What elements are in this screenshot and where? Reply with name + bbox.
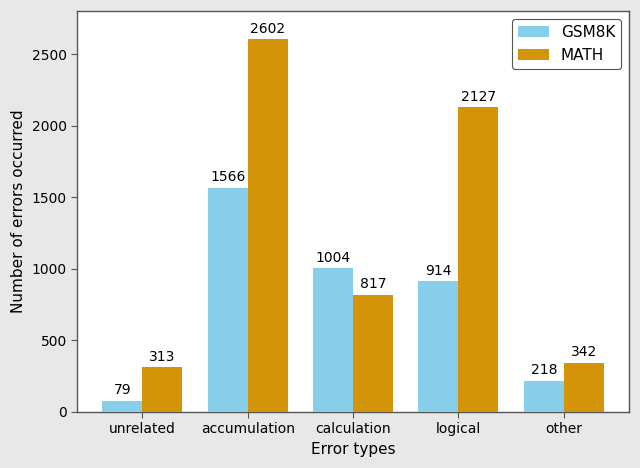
- Y-axis label: Number of errors occurred: Number of errors occurred: [11, 110, 26, 314]
- Bar: [458, 108, 499, 412]
- Text: 2602: 2602: [250, 22, 285, 36]
- Bar: [313, 268, 353, 412]
- Text: 1566: 1566: [210, 170, 245, 184]
- Bar: [353, 295, 393, 412]
- Bar: [419, 281, 458, 412]
- Bar: [142, 367, 182, 412]
- Text: 1004: 1004: [316, 251, 351, 264]
- Text: 218: 218: [531, 363, 557, 377]
- Text: 2127: 2127: [461, 90, 496, 104]
- Text: 817: 817: [360, 278, 387, 292]
- Bar: [248, 39, 288, 412]
- Legend: GSM8K, MATH: GSM8K, MATH: [512, 19, 621, 69]
- Text: 342: 342: [571, 345, 597, 359]
- Bar: [102, 401, 142, 412]
- Bar: [207, 188, 248, 412]
- X-axis label: Error types: Error types: [311, 442, 396, 457]
- Bar: [524, 380, 564, 412]
- Text: 914: 914: [425, 263, 452, 278]
- Text: 79: 79: [113, 383, 131, 397]
- Bar: [564, 363, 604, 412]
- Text: 313: 313: [149, 350, 175, 364]
